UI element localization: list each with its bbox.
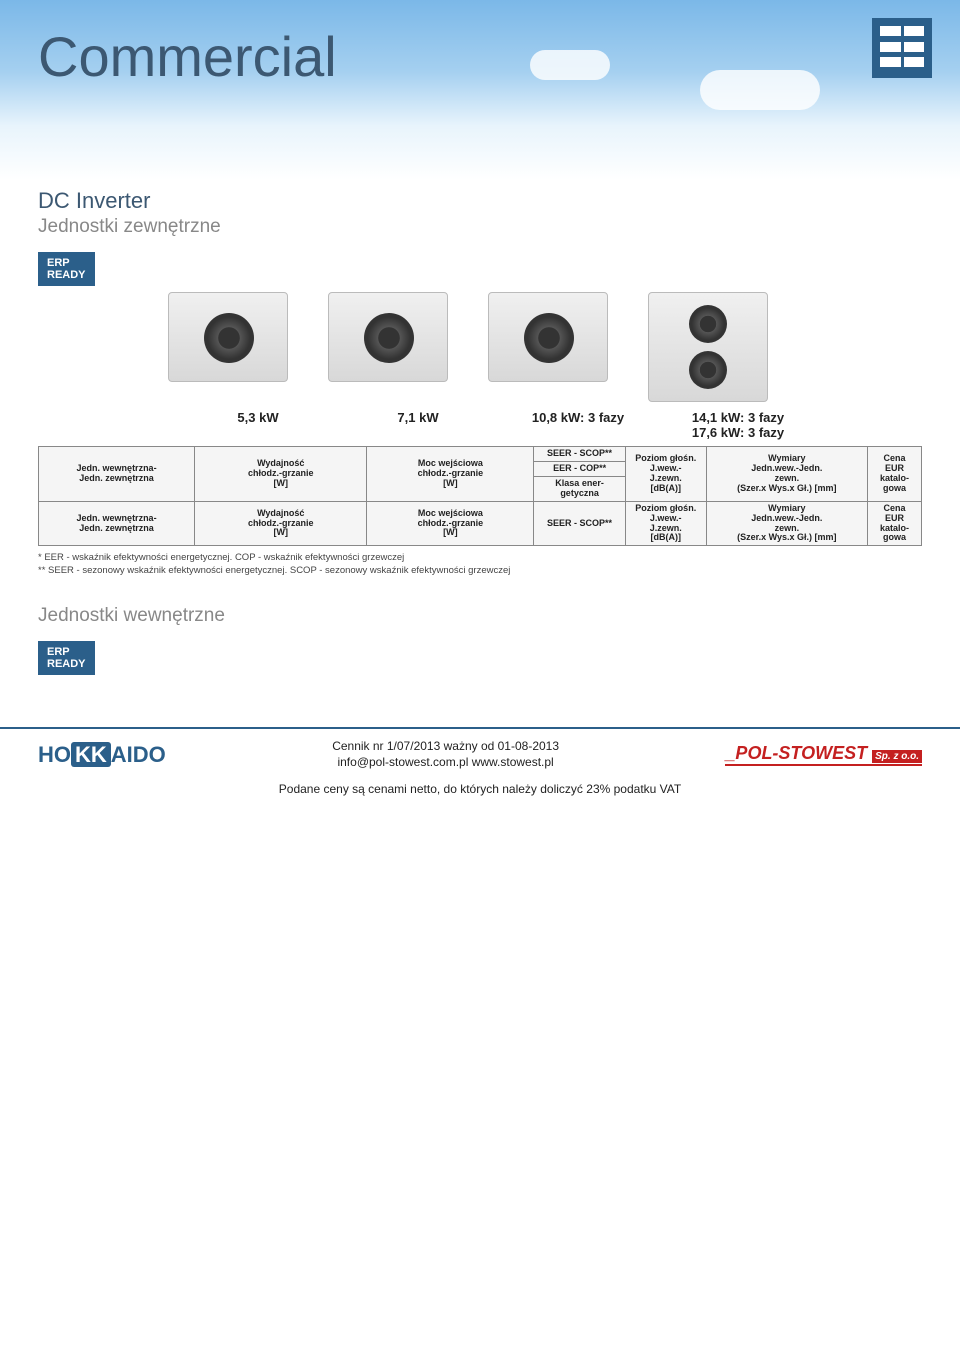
footer-line1: Cennik nr 1/07/2013 ważny od 01-08-2013 (332, 739, 559, 755)
unit-image (328, 292, 448, 382)
footer: HOKKAIDO Cennik nr 1/07/2013 ważny od 01… (0, 727, 960, 782)
subtitle2: Jednostki zewnętrzne (38, 216, 922, 238)
building-icon (872, 18, 932, 78)
unit-image (168, 292, 288, 382)
erp-badge: ERPREADY (38, 641, 95, 675)
kw-labels: 5,3 kW 7,1 kW 10,8 kW: 3 fazy 14,1 kW: 3… (38, 410, 922, 440)
erp-badge: ERPREADY (38, 252, 95, 286)
unit-image (488, 292, 608, 382)
indoor-title: Jednostki wewnętrzne (38, 605, 922, 627)
specs-table-1: Jedn. wewnętrzna- Jedn. zewnętrzna Wydaj… (38, 446, 922, 546)
hokkaido-logo: HOKKAIDO (38, 742, 166, 768)
page-title: Commercial (38, 24, 337, 89)
footer-line2: info@pol-stowest.com.pl www.stowest.pl (332, 755, 559, 771)
sky-header: Commercial (0, 0, 960, 180)
vat-note: Podane ceny są cenami netto, do których … (0, 782, 960, 806)
polstowest-logo: _POL-STOWEST Sp. z o.o. (725, 743, 922, 766)
subtitle: DC Inverter (38, 188, 922, 214)
footnotes: * EER - wskaźnik efektywności energetycz… (38, 552, 922, 577)
outdoor-units (38, 292, 922, 402)
unit-image (648, 292, 768, 402)
